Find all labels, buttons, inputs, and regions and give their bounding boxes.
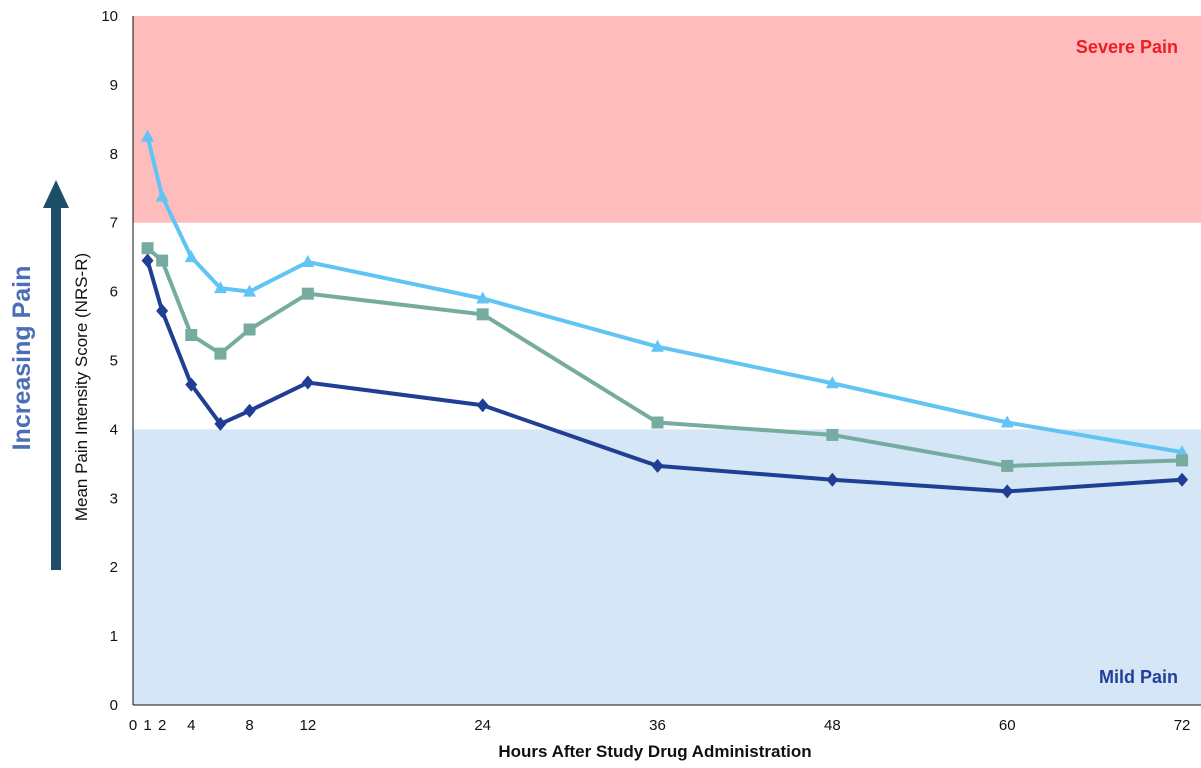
- y-tick-label: 5: [110, 353, 118, 370]
- y-axis-title: Mean Pain Intensity Score (NRS-R): [72, 253, 91, 521]
- data-point-square: [301, 287, 314, 300]
- x-tick-label: 0: [129, 717, 137, 734]
- series-diamond: [141, 253, 1189, 499]
- data-point-diamond: [141, 253, 154, 268]
- data-point-square: [476, 308, 489, 321]
- data-point-diamond: [1001, 484, 1014, 499]
- data-point-diamond: [476, 398, 489, 413]
- data-point-square: [1176, 454, 1189, 467]
- data-point-square: [156, 254, 169, 267]
- series-square: [141, 242, 1189, 472]
- y-tick-label: 2: [110, 559, 118, 576]
- severe-pain-band: [133, 16, 1201, 223]
- data-point-diamond: [156, 303, 169, 318]
- data-point-triangle: [651, 339, 665, 352]
- pain-bands: [133, 16, 1201, 705]
- data-point-triangle: [476, 291, 490, 304]
- data-point-square: [1001, 459, 1014, 472]
- data-point-triangle: [1000, 415, 1014, 428]
- data-point-square: [826, 428, 839, 441]
- x-tick-label: 72: [1174, 717, 1191, 734]
- data-point-diamond: [651, 458, 664, 473]
- x-tick-label: 60: [999, 717, 1016, 734]
- data-point-triangle: [1175, 445, 1189, 458]
- data-point-square: [651, 416, 664, 429]
- y-tick-label: 1: [110, 628, 118, 645]
- data-point-square: [243, 323, 256, 336]
- x-axis-title: Hours After Study Drug Administration: [498, 742, 811, 761]
- mild-pain-band: [133, 429, 1201, 705]
- severe-pain-label: Severe Pain: [1076, 37, 1178, 57]
- x-tick-label: 8: [245, 717, 253, 734]
- series-lines: [141, 129, 1189, 499]
- x-tick-label: 4: [187, 717, 195, 734]
- y-tick-label: 9: [110, 77, 118, 94]
- series-triangle: [141, 129, 1189, 458]
- data-point-square: [214, 347, 227, 360]
- y-tick-label: 10: [101, 8, 118, 25]
- x-tick-label: 2: [158, 717, 166, 734]
- data-point-square: [141, 242, 154, 255]
- data-point-triangle: [155, 189, 169, 202]
- data-point-diamond: [185, 377, 198, 392]
- data-point-diamond: [243, 403, 256, 418]
- x-tick-label: 1: [143, 717, 151, 734]
- x-tick-label: 36: [649, 717, 666, 734]
- data-point-diamond: [826, 472, 839, 487]
- data-point-diamond: [1176, 472, 1189, 487]
- arrow-shaft: [51, 206, 61, 570]
- y-tick-label: 8: [110, 146, 118, 163]
- x-tick-label: 24: [474, 717, 491, 734]
- mild-pain-label: Mild Pain: [1099, 667, 1178, 687]
- data-point-triangle: [301, 254, 315, 267]
- data-point-triangle: [825, 376, 839, 389]
- data-point-triangle: [184, 250, 198, 263]
- data-point-square: [185, 329, 198, 342]
- increasing-pain-arrow: [43, 180, 69, 570]
- x-tick-label: 12: [299, 717, 316, 734]
- y-tick-label: 0: [110, 697, 118, 714]
- data-point-triangle: [213, 281, 227, 294]
- data-point-triangle: [243, 284, 257, 297]
- increasing-pain-label: Increasing Pain: [8, 266, 36, 451]
- y-tick-label: 7: [110, 215, 118, 232]
- y-tick-label: 3: [110, 490, 118, 507]
- y-tick-label: 4: [110, 421, 118, 438]
- y-tick-label: 6: [110, 284, 118, 301]
- data-point-diamond: [301, 375, 314, 390]
- x-tick-label: 48: [824, 717, 841, 734]
- arrow-head: [43, 180, 69, 208]
- data-point-triangle: [141, 129, 155, 142]
- data-point-diamond: [214, 416, 227, 431]
